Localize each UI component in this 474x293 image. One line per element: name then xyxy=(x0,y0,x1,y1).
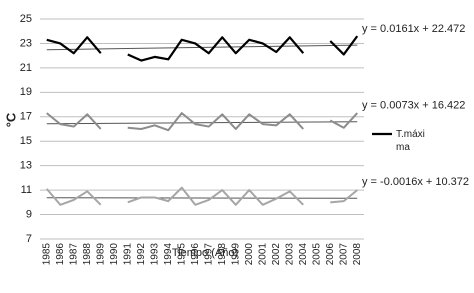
y-axis-label: °C xyxy=(3,112,18,127)
x-tick-label: 1993 xyxy=(149,243,160,266)
series-line xyxy=(45,188,102,206)
series-line xyxy=(329,35,359,56)
x-tick-label: 1994 xyxy=(163,243,174,266)
x-tick-label: 2002 xyxy=(271,243,282,266)
x-tick-label: 1996 xyxy=(190,243,201,266)
y-tick-label: 11 xyxy=(21,184,32,196)
trend-equation: y = 0.0073x + 16.422 xyxy=(362,100,465,112)
x-tick-label: 1986 xyxy=(55,243,66,266)
x-tick-label: 2000 xyxy=(244,243,255,266)
y-tick-label: 17 xyxy=(20,111,32,123)
x-tick-label: 1999 xyxy=(230,243,241,266)
x-tick-label: 2001 xyxy=(257,243,268,266)
series-line xyxy=(127,36,305,62)
x-tick-label: 1989 xyxy=(95,243,106,266)
x-tick-label: 2007 xyxy=(338,243,349,266)
series-line xyxy=(127,186,304,206)
x-tick-label: 2008 xyxy=(352,243,363,266)
series-line xyxy=(127,112,304,132)
x-axis-label: Tiempo (Año) xyxy=(172,247,238,259)
x-tick-label: 1995 xyxy=(176,243,187,266)
series-line xyxy=(329,112,358,129)
trend-equation: y = 0.0161x + 22.472 xyxy=(362,23,465,35)
x-tick-label: 1992 xyxy=(136,243,147,266)
series-line xyxy=(330,189,358,204)
x-tick-label: 2004 xyxy=(298,243,309,266)
x-tick-label: 2006 xyxy=(325,243,336,266)
series-line xyxy=(46,36,102,55)
y-tick-label: 15 xyxy=(20,135,32,147)
trend-line xyxy=(46,121,358,125)
x-tick-label: 2003 xyxy=(284,243,295,266)
y-tick-label: 13 xyxy=(20,160,32,172)
series-line xyxy=(46,112,102,130)
y-tick-label: 19 xyxy=(20,86,32,98)
y-tick-label: 21 xyxy=(20,62,32,74)
x-tick-label: 1988 xyxy=(82,243,93,266)
x-tick-label: 1985 xyxy=(41,243,52,266)
legend-label: T.máxi ma xyxy=(396,129,425,153)
y-tick-label: 23 xyxy=(20,37,32,49)
x-tick-label: 1991 xyxy=(122,243,133,266)
x-tick-label: 1990 xyxy=(109,243,120,266)
x-tick-label: 1997 xyxy=(203,243,214,266)
y-tick-label: 7 xyxy=(26,233,32,245)
y-tick-label: 25 xyxy=(20,13,32,25)
x-tick-label: 2005 xyxy=(311,243,322,266)
trend-equation: y = -0.0016x + 10.372 xyxy=(362,176,469,188)
y-tick-label: 9 xyxy=(26,208,32,220)
x-tick-label: 1998 xyxy=(217,243,228,266)
x-tick-label: 1987 xyxy=(68,243,79,266)
